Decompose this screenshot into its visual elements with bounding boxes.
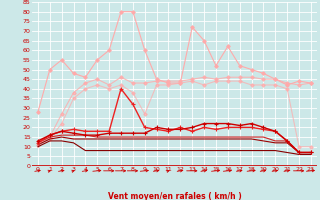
X-axis label: Vent moyen/en rafales ( km/h ): Vent moyen/en rafales ( km/h ) — [108, 192, 241, 200]
